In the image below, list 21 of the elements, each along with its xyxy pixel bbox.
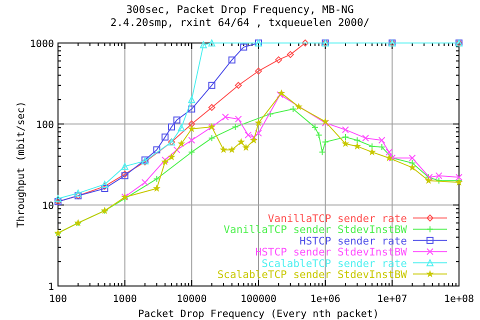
chart-title: 300sec, Packet Drop Frequency, MB-NG xyxy=(126,4,354,16)
y-tick-label: 100 xyxy=(36,120,54,131)
y-axis-title: Throughput (mbit/sec) xyxy=(16,101,27,228)
legend-label: VanillaTCP sender StdevInstBW xyxy=(224,224,408,236)
y-tick-label: 1 xyxy=(48,282,54,293)
x-tick-label: 100 xyxy=(48,294,68,305)
legend-label: HSTCP sender rate xyxy=(300,235,407,248)
x-tick-label: 1e+07 xyxy=(377,294,408,305)
x-tick-label: 1e+06 xyxy=(310,294,340,305)
legend-label: VanillaTCP sender rate xyxy=(268,213,407,225)
y-tick-label: 10 xyxy=(42,201,54,212)
x-tick-label: 10000 xyxy=(176,294,207,305)
x-tick-label: 1000 xyxy=(112,294,137,305)
legend-label: HSTCP sender StdevInstBW xyxy=(255,246,408,259)
x-tick-label: 100000 xyxy=(240,294,277,305)
x-tick-label: 1e+08 xyxy=(444,294,474,305)
y-tick-label: 1000 xyxy=(30,39,54,50)
legend-label: ScalableTCP sender StdevInstBW xyxy=(217,269,408,281)
x-axis-title: Packet Drop Frequency (Every nth packet) xyxy=(138,309,379,320)
legend-label: ScalableTCP sender rate xyxy=(262,258,407,270)
chart-subtitle: 2.4.20smp, rxint 64/64 , txqueuelen 2000/ xyxy=(110,17,370,29)
